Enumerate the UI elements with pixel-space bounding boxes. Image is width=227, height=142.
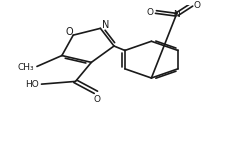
Text: N: N bbox=[102, 20, 109, 30]
Text: O: O bbox=[146, 8, 153, 16]
Text: O: O bbox=[66, 27, 73, 37]
Text: CH₃: CH₃ bbox=[17, 63, 34, 72]
Text: O: O bbox=[192, 1, 200, 10]
Text: O: O bbox=[93, 95, 100, 104]
Text: HO: HO bbox=[25, 80, 39, 89]
Text: N: N bbox=[172, 10, 179, 19]
